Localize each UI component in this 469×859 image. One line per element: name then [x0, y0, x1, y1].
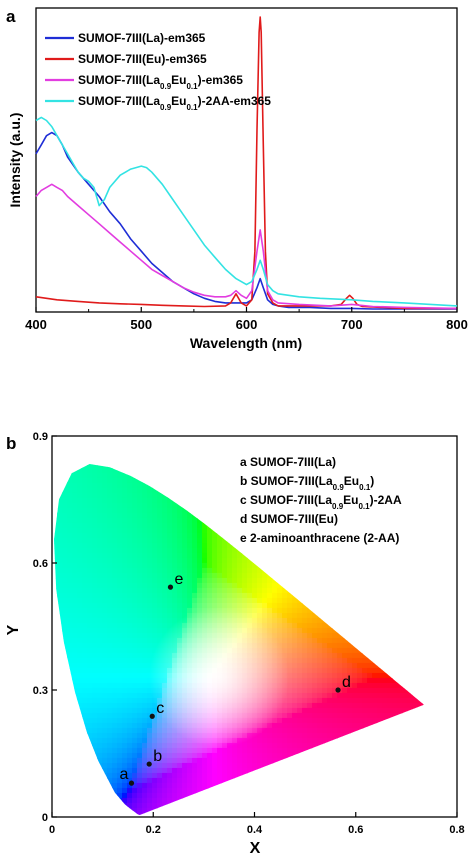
x-axis-title-b: X: [250, 840, 261, 857]
series-line-4: [35, 116, 458, 307]
y-tick-label: 0.3: [33, 685, 48, 697]
x-tick-label: 0.2: [146, 824, 161, 836]
y-axis-title-b: Y: [5, 624, 22, 635]
x-axis-ticks: 400 500 600 700 800: [25, 307, 468, 332]
emission-spectra-chart: a 400 500 600 700 800 SUMOF-7III(La)-em365SU…: [6, 7, 468, 351]
x-tick-label: 800: [446, 317, 468, 332]
series-line-1: [35, 131, 457, 310]
white-point-glow: [149, 607, 290, 748]
axis-ticks: 0 0.2 0.4 0.6 0.8 0 0.3 0.6 0.9: [33, 431, 465, 836]
cie-point-label: a: [119, 766, 128, 783]
legend-label: SUMOF-7III(Eu)-em365: [78, 52, 207, 66]
y-tick-label: 0.9: [33, 431, 48, 443]
cie-point-e: [167, 584, 174, 590]
series-line-3: [35, 183, 458, 310]
cie-point-label: b: [153, 748, 162, 765]
cie-legend-item-b: b SUMOF-7III(La0.9Eu0.1): [240, 474, 374, 492]
cie-legend-item-e: e 2-aminoanthracene (2-AA): [240, 531, 399, 545]
cie-point-label: e: [174, 571, 183, 588]
cie-point-label: d: [342, 674, 351, 691]
panel-b-letter: b: [6, 434, 16, 453]
x-tick-label: 0: [49, 824, 55, 836]
cie-point-c: [149, 713, 155, 719]
x-axis-title: Wavelength (nm): [190, 335, 302, 351]
cie-points-group: a b c d e: [119, 571, 351, 786]
line-series-group: [35, 16, 458, 310]
x-tick-label: 0.4: [247, 824, 263, 836]
panel-a-letter: a: [6, 7, 16, 26]
cie-point-a: [128, 780, 135, 786]
series-line-2: [35, 16, 457, 310]
x-tick-label: 600: [236, 317, 258, 332]
legend-label: SUMOF-7III(La0.9Eu0.1)-2AA-em365: [78, 94, 271, 112]
x-tick-label: 700: [341, 317, 363, 332]
cie-legend: a SUMOF-7III(La) b SUMOF-7III(La0.9Eu0.1)…: [240, 455, 402, 545]
x-tick-label: 400: [25, 317, 47, 332]
cie-legend-item-d: d SUMOF-7III(Eu): [240, 512, 338, 526]
legend-label: SUMOF-7III(La)-em365: [78, 31, 206, 45]
y-tick-label: 0.6: [33, 558, 48, 570]
cie-point-b: [146, 761, 152, 767]
x-tick-label: 500: [130, 317, 152, 332]
x-tick-label: 0.8: [449, 824, 464, 836]
cie-gamut-area: [54, 464, 424, 815]
y-axis-title: Intensity (a.u.): [7, 113, 23, 208]
cie-chromaticity-chart: b 0 0.2 0.4 0.6 0.8 0 0.3 0.6 0.9 a b c d e a SUMOF-…: [5, 431, 465, 857]
x-tick-label: 0.6: [348, 824, 363, 836]
cie-legend-item-a: a SUMOF-7III(La): [240, 455, 336, 469]
cie-legend-item-c: c SUMOF-7III(La0.9Eu0.1)-2AA: [240, 493, 402, 511]
y-tick-label: 0: [42, 812, 48, 824]
cie-point-d: [335, 687, 341, 693]
legend: SUMOF-7III(La)-em365 SUMOF-7III(Eu)-em365…: [45, 31, 271, 112]
cie-point-label: c: [156, 700, 164, 717]
legend-label: SUMOF-7III(La0.9Eu0.1)-em365: [78, 73, 243, 91]
